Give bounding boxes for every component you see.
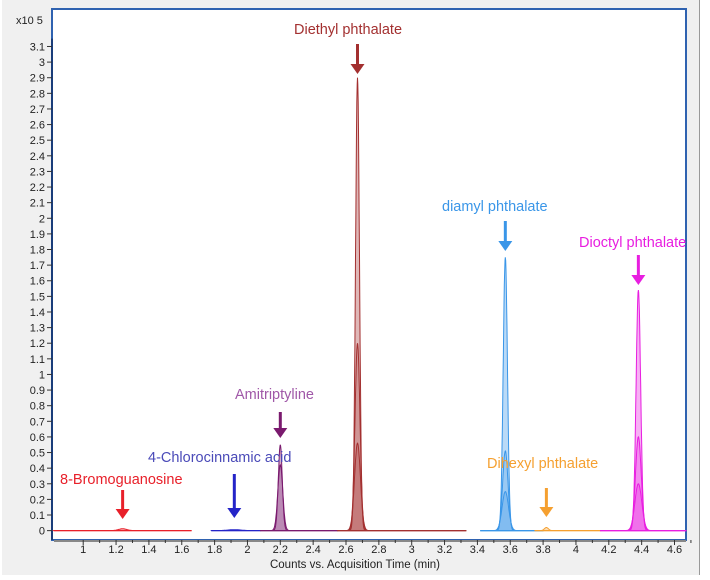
- y-tick-label: 0.3: [30, 479, 45, 491]
- y-tick-label: 2.6: [30, 120, 45, 132]
- x-axis-label: Counts vs. Acquisition Time (min): [269, 559, 440, 571]
- y-tick-label: 1.3: [30, 323, 45, 335]
- x-tick-label: 4.6: [667, 544, 682, 556]
- x-tick-label: 3.2: [437, 544, 452, 556]
- y-tick-label: 3.1: [30, 41, 45, 53]
- arrow-head-icon: [227, 508, 242, 518]
- y-tick-label: 3: [39, 57, 45, 69]
- y-tick-label: 0.8: [30, 401, 45, 413]
- series-amitriptyline: [260, 412, 339, 532]
- y-tick-label: 1.1: [30, 354, 45, 366]
- x-tick-label: 4: [573, 544, 579, 556]
- y-tick-label: 1.4: [30, 307, 45, 319]
- y-tick-label: 1.6: [30, 276, 45, 288]
- x-tick-label: 2.8: [371, 544, 386, 556]
- series-dioctyl-phthalate: [599, 255, 687, 532]
- y-tick-label: 0.6: [30, 432, 45, 444]
- y-tick-label: 0.7: [30, 416, 45, 428]
- y-multiplier: x10 5: [16, 15, 43, 27]
- y-tick-label: 2.5: [30, 135, 45, 147]
- y-tick-label: 1.8: [30, 245, 45, 257]
- y-tick-label: 2.2: [30, 182, 45, 194]
- x-tick-label: 1.4: [141, 544, 156, 556]
- series-dihexyl-phthalate: [534, 488, 602, 532]
- y-tick-label: 0.2: [30, 494, 45, 506]
- y-tick-label: 2.8: [30, 88, 45, 100]
- y-tick-label: 2.9: [30, 73, 45, 85]
- arrow-head-icon: [539, 507, 554, 517]
- x-tick-label: 3.8: [535, 544, 550, 556]
- x-tick-label: 3.6: [503, 544, 518, 556]
- arrow-head-icon: [498, 241, 513, 251]
- y-tick-label: 0: [39, 526, 45, 538]
- series-8-bromoguanosine: [51, 490, 192, 532]
- series-diethyl-phthalate: [337, 44, 467, 532]
- y-tick-label: 0.5: [30, 448, 45, 460]
- plot-area: [51, 8, 687, 541]
- compound-label: diamyl phthalate: [442, 199, 548, 215]
- arrow-head-icon: [350, 64, 365, 74]
- y-tick-label: 1.5: [30, 291, 45, 303]
- arrow-head-icon: [273, 428, 288, 438]
- x-tick-label: 4.4: [634, 544, 649, 556]
- y-tick-label: 2.3: [30, 166, 45, 178]
- y-tick-label: 2.1: [30, 198, 45, 210]
- x-tick-label: 3.4: [470, 544, 485, 556]
- y-tick-label: 1.9: [30, 229, 45, 241]
- series-4-chlorocinnamic-acid: [210, 474, 262, 532]
- compound-label: Dihexyl phthalate: [487, 456, 599, 472]
- x-tick-label: 3: [409, 544, 415, 556]
- y-tick-label: 1: [39, 369, 45, 381]
- series-diamyl-phthalate: [479, 221, 544, 532]
- x-tick-label: 2.4: [306, 544, 321, 556]
- arrow-head-icon: [631, 275, 646, 285]
- x-tick-label: 1.6: [174, 544, 189, 556]
- y-tick-label: 1.7: [30, 260, 45, 272]
- y-tick-label: 2.7: [30, 104, 45, 116]
- y-tick-label: 0.1: [30, 510, 45, 522]
- x-tick-label: 2.6: [338, 544, 353, 556]
- x-tick-label: 1: [80, 544, 86, 556]
- y-tick-label: 1.2: [30, 338, 45, 350]
- y-tick-label: 0.9: [30, 385, 45, 397]
- compound-label: Amitriptyline: [235, 387, 314, 403]
- compound-label: 8-Bromoguanosine: [60, 472, 183, 488]
- x-tick-label: 4.2: [601, 544, 616, 556]
- x-tick-label: 1.8: [207, 544, 222, 556]
- arrow-head-icon: [115, 509, 130, 519]
- y-tick-label: 2.4: [30, 151, 45, 163]
- x-tick-label: 1.2: [108, 544, 123, 556]
- compound-label: Diethyl phthalate: [294, 22, 403, 38]
- x-tick-label: 2: [244, 544, 250, 556]
- y-tick-label: 0.4: [30, 463, 45, 475]
- x-tick-label: 2.2: [273, 544, 288, 556]
- compound-label: 4-Chlorocinnamic acid: [148, 450, 292, 466]
- y-tick-label: 2: [39, 213, 45, 225]
- compound-label: Dioctyl phthalate: [579, 235, 687, 251]
